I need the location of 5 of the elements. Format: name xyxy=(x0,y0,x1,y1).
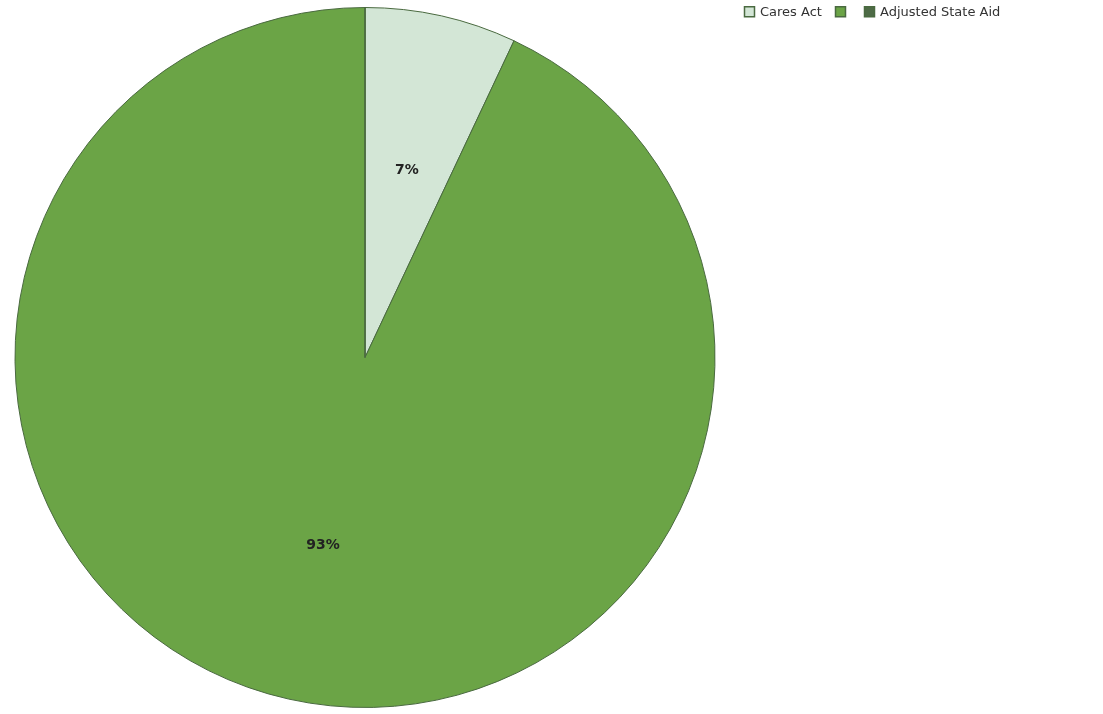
pie-slice xyxy=(14,7,716,708)
data-label: 93% xyxy=(306,536,340,553)
legend-label: Cares Act xyxy=(760,3,822,19)
data-label: 7% xyxy=(395,160,419,177)
legend-label: Adjusted State Aid xyxy=(880,3,1001,19)
